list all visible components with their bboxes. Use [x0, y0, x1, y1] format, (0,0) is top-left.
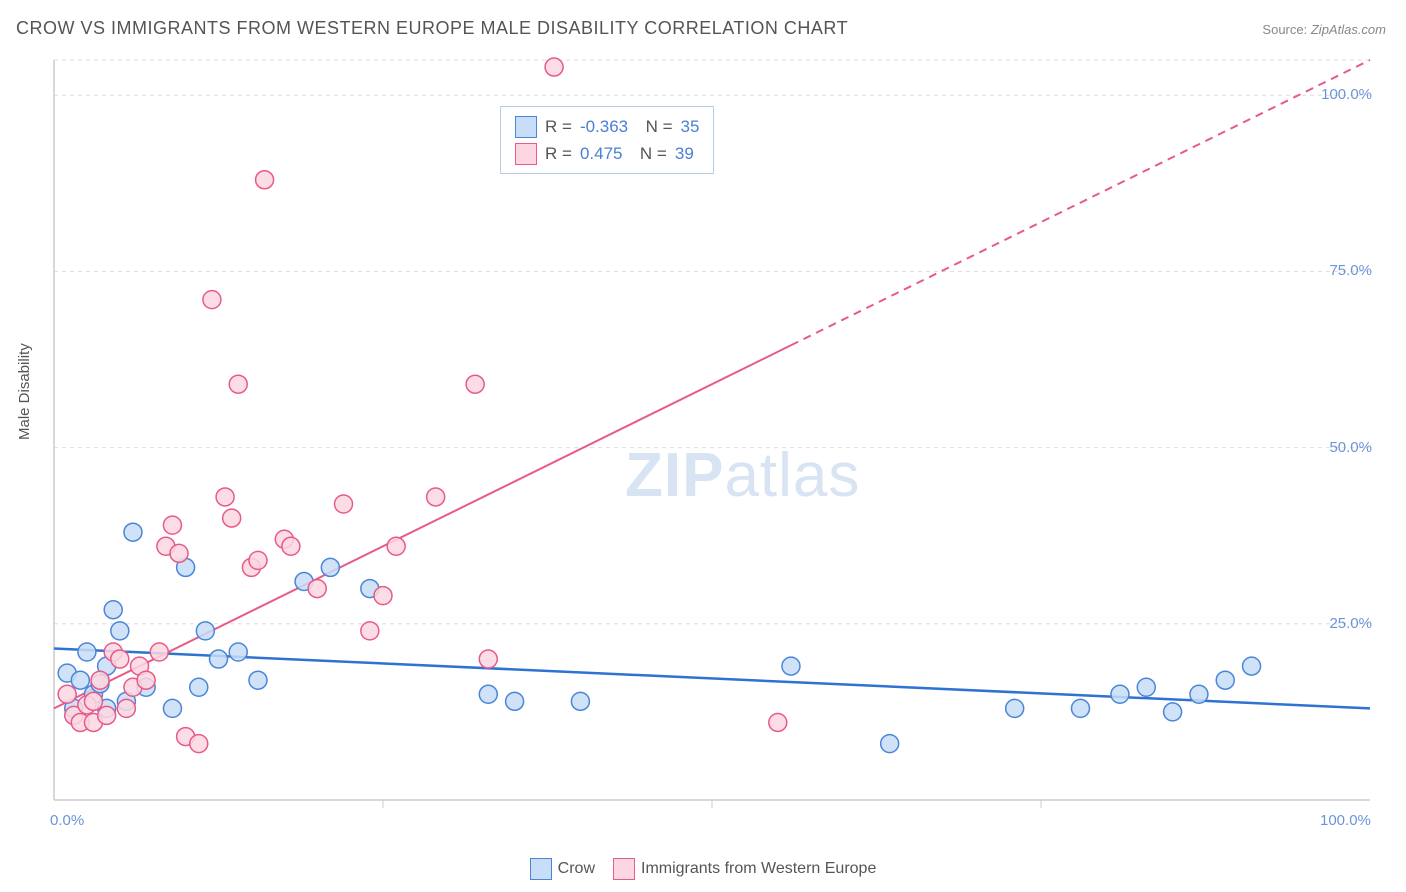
- stats-r-label: R =: [545, 140, 572, 167]
- stats-n-value: 39: [675, 140, 694, 167]
- legend-swatch: [530, 858, 552, 880]
- y-tick-label: 50.0%: [1329, 439, 1372, 456]
- legend-label: Crow: [558, 860, 595, 877]
- watermark: ZIPatlas: [625, 440, 860, 511]
- y-tick-label: 100.0%: [1321, 86, 1372, 103]
- stats-row: R = -0.363 N = 35: [515, 113, 699, 140]
- scatter-chart: ZIPatlas R = -0.363 N = 35 R = 0.475 N =…: [50, 50, 1380, 830]
- stats-n-value: 35: [681, 113, 700, 140]
- stats-r-label: R =: [545, 113, 572, 140]
- x-tick-label: 100.0%: [1320, 812, 1371, 829]
- legend-swatch: [613, 858, 635, 880]
- stats-r-value: 0.475: [580, 140, 623, 167]
- stats-n-label: N =: [636, 113, 672, 140]
- legend-item: Immigrants from Western Europe: [613, 858, 876, 880]
- stats-swatch: [515, 116, 537, 138]
- stats-legend-box: R = -0.363 N = 35 R = 0.475 N = 39: [500, 106, 714, 174]
- source-label: Source:: [1262, 22, 1307, 37]
- source-value: ZipAtlas.com: [1311, 22, 1386, 37]
- watermark-light: atlas: [724, 441, 860, 510]
- y-axis-label: Male Disability: [16, 343, 33, 440]
- stats-row: R = 0.475 N = 39: [515, 140, 699, 167]
- stats-r-value: -0.363: [580, 113, 628, 140]
- legend-label: Immigrants from Western Europe: [641, 860, 876, 877]
- chart-title: CROW VS IMMIGRANTS FROM WESTERN EUROPE M…: [16, 18, 848, 39]
- y-tick-label: 25.0%: [1329, 615, 1372, 632]
- x-tick-label: 0.0%: [50, 812, 84, 829]
- y-tick-label: 75.0%: [1329, 262, 1372, 279]
- stats-n-label: N =: [630, 140, 666, 167]
- source-attribution: Source: ZipAtlas.com: [1262, 22, 1386, 37]
- x-axis-legend: Crow Immigrants from Western Europe: [0, 858, 1406, 880]
- watermark-bold: ZIP: [625, 441, 724, 510]
- stats-swatch: [515, 143, 537, 165]
- legend-item: Crow: [530, 858, 595, 880]
